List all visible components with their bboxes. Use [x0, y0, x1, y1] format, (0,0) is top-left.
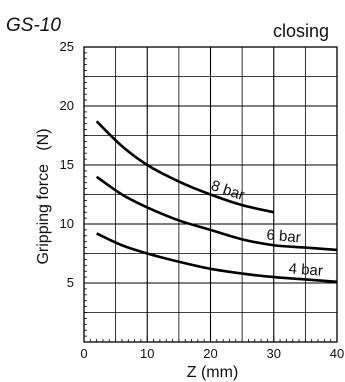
series-line-2	[95, 175, 338, 252]
major-grid	[84, 47, 337, 342]
series-label-3: 4 bar	[288, 260, 323, 280]
y-tick-label: 25	[60, 39, 74, 54]
x-tick-label: 40	[330, 346, 344, 361]
y-tick-label: 5	[67, 275, 74, 290]
x-axis-title: Z (mm)	[187, 364, 239, 381]
series-line-3	[96, 232, 338, 284]
tick-marks	[83, 46, 338, 343]
x-tick-label: 30	[267, 346, 281, 361]
y-axis-title: Gripping force (N)	[35, 128, 52, 264]
y-tick-label: 20	[60, 98, 74, 113]
model-label: GS-10	[6, 15, 61, 36]
y-tick-label: 10	[60, 216, 74, 231]
series-line-1	[95, 120, 275, 214]
mode-label: closing	[273, 21, 329, 41]
x-tick-labels: 0 10 20 30 40	[80, 346, 344, 361]
series-lines	[95, 120, 338, 284]
x-tick-label: 20	[203, 346, 217, 361]
y-tick-labels: 5 10 15 20 25	[60, 39, 74, 290]
x-tick-label: 10	[140, 346, 154, 361]
series-label-2: 6 bar	[266, 226, 302, 246]
y-tick-label: 15	[60, 157, 74, 172]
x-tick-label: 0	[80, 346, 87, 361]
